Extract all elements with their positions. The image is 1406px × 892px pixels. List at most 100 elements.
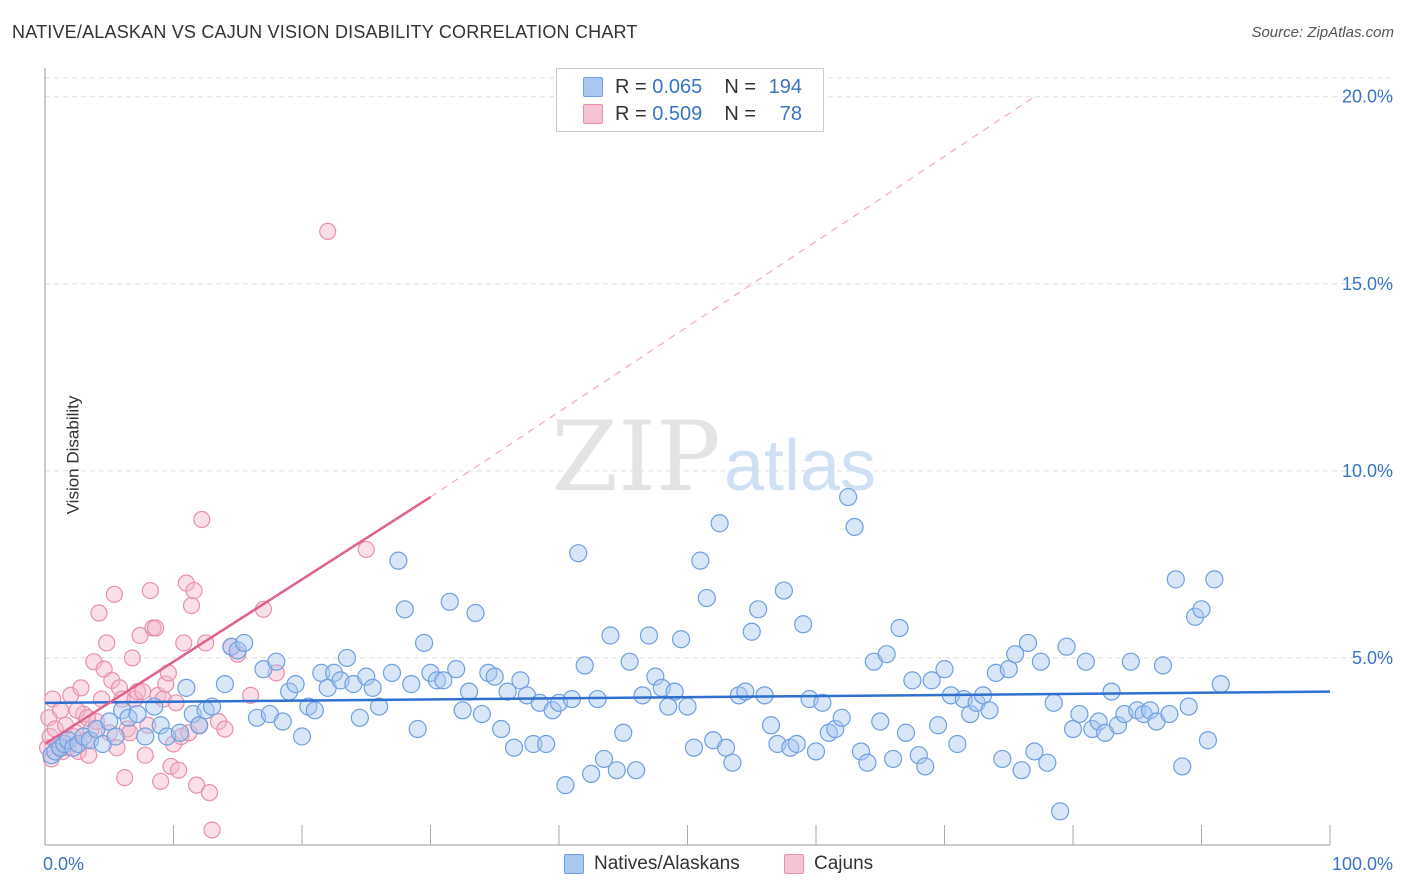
native-point bbox=[620, 652, 639, 671]
cajun-point bbox=[139, 716, 157, 734]
native-point bbox=[325, 663, 344, 682]
native-point bbox=[485, 667, 504, 686]
watermark-atlas: atlas bbox=[724, 426, 876, 506]
cajun-point bbox=[157, 675, 175, 693]
native-point bbox=[1012, 761, 1031, 780]
cajun-point bbox=[182, 596, 201, 615]
native-point bbox=[1076, 652, 1095, 671]
native-point bbox=[1057, 637, 1076, 656]
cajun-point bbox=[105, 585, 123, 603]
native-point bbox=[1160, 704, 1179, 724]
native-point bbox=[1051, 802, 1070, 821]
native-point bbox=[498, 682, 517, 701]
legend-row-natives: R = 0.065 N = 194 bbox=[583, 75, 802, 99]
native-point bbox=[492, 719, 511, 739]
native-point bbox=[292, 727, 312, 746]
native-point bbox=[1038, 753, 1057, 772]
native-point bbox=[357, 667, 376, 686]
natives-trend-line bbox=[44, 690, 1331, 705]
native-point bbox=[858, 753, 877, 772]
native-point bbox=[434, 671, 453, 690]
x-tick-label-min: 0.0% bbox=[43, 854, 84, 874]
legend-natives[interactable]: Natives/Alaskans bbox=[564, 851, 740, 877]
cajun-point bbox=[170, 761, 188, 779]
native-point bbox=[177, 678, 196, 697]
native-point bbox=[273, 712, 292, 731]
native-point bbox=[684, 738, 704, 757]
cajun-point bbox=[72, 679, 90, 697]
native-point bbox=[106, 727, 125, 746]
native-point bbox=[916, 757, 935, 776]
cajun-point bbox=[152, 772, 170, 790]
native-point bbox=[382, 663, 402, 682]
native-point bbox=[922, 671, 941, 690]
native-point bbox=[1063, 719, 1083, 739]
r-label: R = bbox=[615, 75, 647, 98]
native-point bbox=[1173, 757, 1192, 776]
native-point bbox=[626, 761, 646, 780]
native-point bbox=[1018, 633, 1038, 653]
n-value: 78 bbox=[779, 102, 802, 125]
native-point bbox=[350, 708, 369, 727]
y-axis-label: Vision Disability bbox=[63, 395, 83, 515]
native-point bbox=[170, 723, 190, 742]
natives-swatch bbox=[583, 77, 603, 97]
native-point bbox=[1070, 704, 1089, 724]
native-point bbox=[832, 708, 851, 727]
native-point bbox=[716, 738, 736, 757]
n-value: 194 bbox=[768, 75, 802, 98]
native-point bbox=[787, 734, 806, 754]
natives-swatch bbox=[564, 854, 584, 874]
native-point bbox=[614, 723, 633, 742]
cajun-point bbox=[188, 776, 206, 794]
cajun-point bbox=[136, 746, 154, 764]
native-point bbox=[774, 581, 793, 600]
native-point bbox=[1102, 682, 1121, 701]
cajun-point bbox=[116, 769, 134, 787]
native-point bbox=[1108, 716, 1128, 735]
cajun-point bbox=[216, 720, 234, 738]
native-point bbox=[228, 641, 247, 660]
native-point bbox=[594, 749, 614, 769]
correlation-legend: R = 0.065 N = 194 R = 0.509 N = 78 bbox=[556, 68, 824, 132]
native-point bbox=[370, 697, 389, 716]
tick-labels: 5.0% 10.0% 15.0% 20.0% 0.0% 100.0% bbox=[43, 87, 1393, 874]
native-point bbox=[337, 648, 357, 668]
native-point bbox=[890, 618, 909, 638]
native-point bbox=[427, 671, 447, 690]
native-point bbox=[999, 660, 1018, 679]
legend-cajuns[interactable]: Cajuns bbox=[784, 851, 873, 877]
native-point bbox=[389, 551, 408, 570]
native-point bbox=[363, 678, 382, 697]
native-point bbox=[813, 693, 832, 712]
native-point bbox=[710, 514, 729, 533]
native-point bbox=[1179, 697, 1198, 716]
axes bbox=[44, 68, 1331, 846]
native-point bbox=[742, 622, 761, 641]
native-point bbox=[723, 753, 742, 772]
native-point bbox=[453, 701, 472, 720]
cajun-point bbox=[357, 540, 375, 559]
cajun-point bbox=[98, 634, 116, 652]
native-point bbox=[903, 671, 922, 690]
native-point bbox=[1205, 570, 1224, 589]
native-point bbox=[466, 603, 485, 623]
native-point bbox=[871, 712, 890, 731]
native-point bbox=[440, 592, 459, 611]
cajun-point bbox=[146, 619, 165, 637]
legend-row-cajuns: R = 0.509 N = 78 bbox=[583, 102, 802, 126]
native-point bbox=[100, 712, 119, 731]
cajun-point bbox=[200, 784, 219, 802]
native-point bbox=[896, 723, 916, 742]
native-point bbox=[678, 697, 697, 716]
native-point bbox=[267, 652, 286, 671]
native-points bbox=[42, 487, 1230, 821]
native-point bbox=[414, 633, 434, 653]
native-point bbox=[639, 626, 659, 645]
n-label: N = bbox=[724, 102, 756, 125]
n-label: N = bbox=[724, 75, 756, 98]
native-point bbox=[826, 719, 845, 739]
chart-title: NATIVE/ALASKAN VS CAJUN VISION DISABILIT… bbox=[12, 22, 638, 42]
native-point bbox=[447, 660, 466, 679]
